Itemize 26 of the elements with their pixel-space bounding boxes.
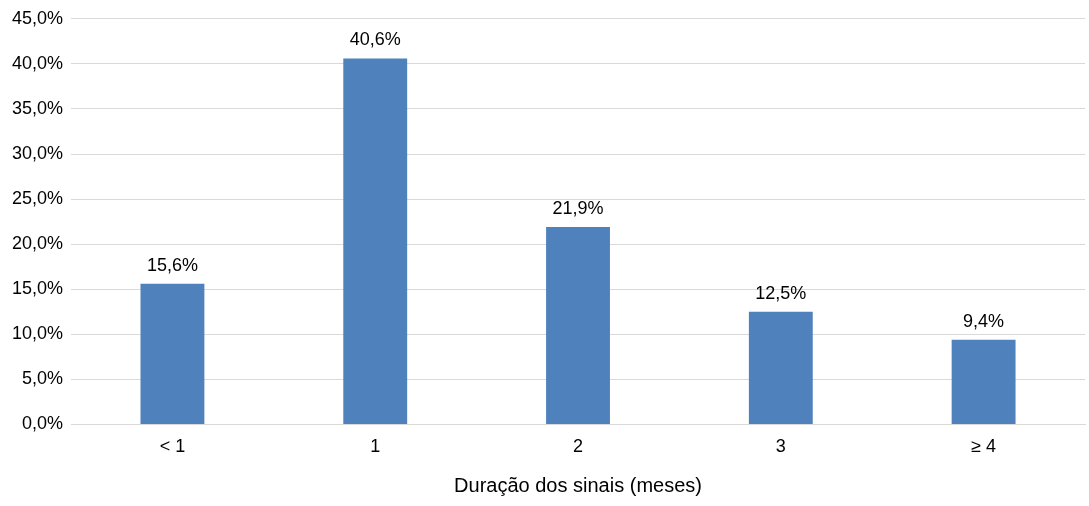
x-axis-title: Duração dos sinais (meses): [454, 473, 702, 496]
bar: [343, 58, 408, 424]
bar: [748, 311, 813, 424]
bar: [140, 283, 205, 424]
data-label: 40,6%: [349, 29, 401, 50]
y-tick-label: 35,0%: [11, 97, 64, 118]
y-tick-label: 0,0%: [22, 413, 64, 434]
data-label: 21,9%: [552, 197, 604, 218]
data-label: 9,4%: [963, 310, 1005, 331]
y-tick-label: 5,0%: [22, 368, 64, 389]
bar: [951, 339, 1016, 424]
data-label: 15,6%: [146, 254, 198, 275]
x-tick-label: < 1: [159, 436, 186, 457]
y-tick-label: 45,0%: [11, 7, 64, 28]
x-tick-label: 1: [370, 436, 381, 457]
y-tick-label: 25,0%: [11, 188, 64, 209]
bar: [546, 227, 610, 424]
y-tick-label: 15,0%: [11, 278, 64, 299]
y-tick-label: 10,0%: [11, 323, 64, 344]
y-tick-label: 40,0%: [11, 52, 64, 73]
x-tick-label: 3: [775, 436, 786, 457]
x-tick-label: ≥ 4: [971, 436, 997, 457]
data-label: 12,5%: [755, 282, 807, 303]
y-tick-label: 20,0%: [11, 233, 64, 254]
y-tick-label: 30,0%: [11, 142, 64, 163]
x-tick-label: 2: [573, 436, 584, 457]
